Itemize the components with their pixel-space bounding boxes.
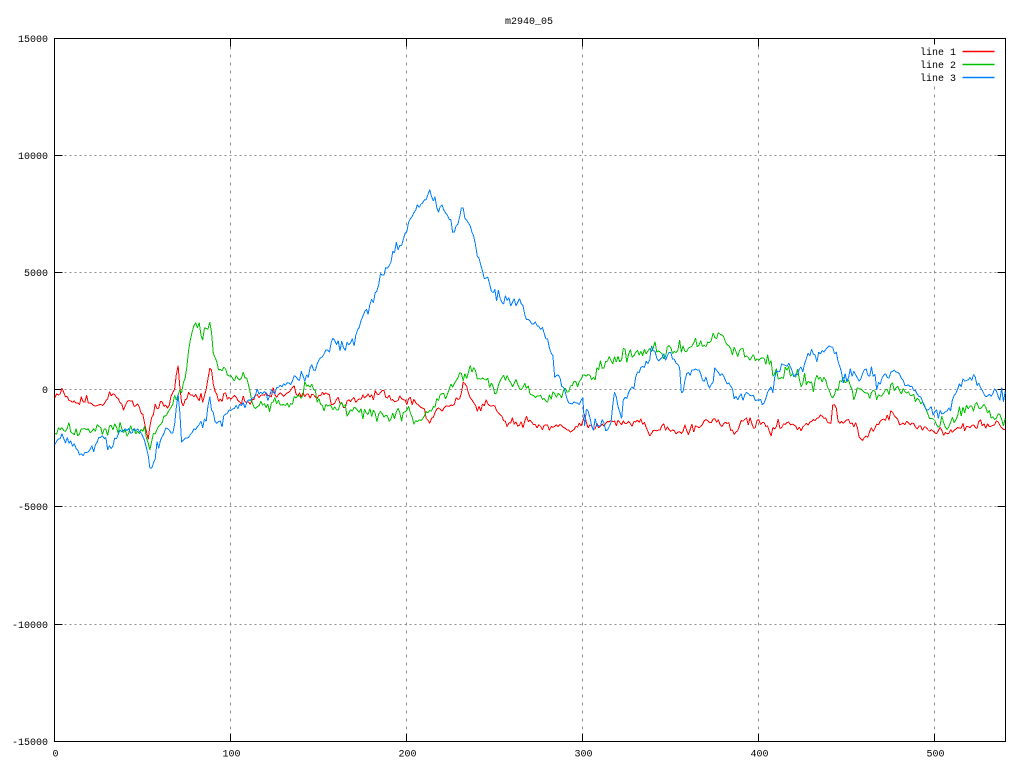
svg-text:5000: 5000 bbox=[24, 269, 48, 280]
svg-text:line 1: line 1 bbox=[920, 47, 956, 59]
svg-text:m2940_05: m2940_05 bbox=[505, 17, 553, 28]
svg-text:200: 200 bbox=[398, 750, 416, 761]
svg-text:-10000: -10000 bbox=[12, 621, 48, 632]
svg-text:100: 100 bbox=[222, 750, 240, 761]
svg-text:0: 0 bbox=[52, 750, 58, 761]
svg-text:15000: 15000 bbox=[18, 35, 48, 46]
svg-text:500: 500 bbox=[926, 750, 944, 761]
svg-text:-15000: -15000 bbox=[12, 738, 48, 749]
svg-text:0: 0 bbox=[42, 386, 48, 397]
svg-text:400: 400 bbox=[750, 750, 768, 761]
svg-text:-5000: -5000 bbox=[18, 503, 48, 514]
svg-text:10000: 10000 bbox=[18, 152, 48, 163]
svg-text:line 3: line 3 bbox=[920, 73, 956, 85]
svg-text:300: 300 bbox=[574, 750, 592, 761]
svg-text:line 2: line 2 bbox=[920, 60, 956, 72]
